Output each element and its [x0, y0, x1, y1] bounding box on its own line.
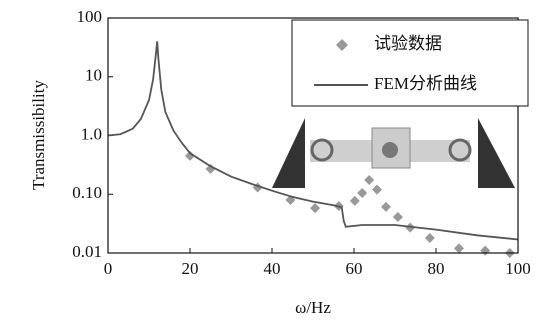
data-point: [372, 185, 382, 195]
data-point: [381, 202, 391, 212]
y-tick-label: 0.01: [72, 242, 102, 261]
x-axis-label: ω/Hz: [295, 298, 331, 317]
y-tick-label: 1.0: [81, 124, 102, 143]
x-tick-label: 100: [505, 259, 531, 278]
y-tick-label: 10: [85, 66, 102, 85]
legend-label: FEM分析曲线: [374, 74, 477, 93]
data-point: [425, 233, 435, 243]
data-point: [393, 212, 403, 222]
chart: Transmissibility ω/Hz 0 20 40 60 80 100 0.01 0.…: [0, 0, 548, 324]
data-point: [350, 196, 360, 206]
data-point: [364, 175, 374, 185]
legend-box: [292, 20, 528, 106]
legend-label: 试验数据: [374, 34, 442, 53]
y-tick-label: 0.10: [72, 183, 102, 202]
x-tick-label: 80: [428, 259, 445, 278]
x-tick-label: 0: [104, 259, 113, 278]
x-tick-label: 60: [346, 259, 363, 278]
data-point: [480, 246, 490, 256]
data-point: [454, 243, 464, 253]
y-tick-label: 100: [77, 7, 103, 26]
y-axis-label: Transmissibility: [29, 80, 48, 190]
inset-illustration: [272, 118, 515, 188]
x-tick-label: 20: [182, 259, 199, 278]
data-point: [310, 203, 320, 213]
data-point: [357, 188, 367, 198]
x-tick-label: 40: [264, 259, 281, 278]
